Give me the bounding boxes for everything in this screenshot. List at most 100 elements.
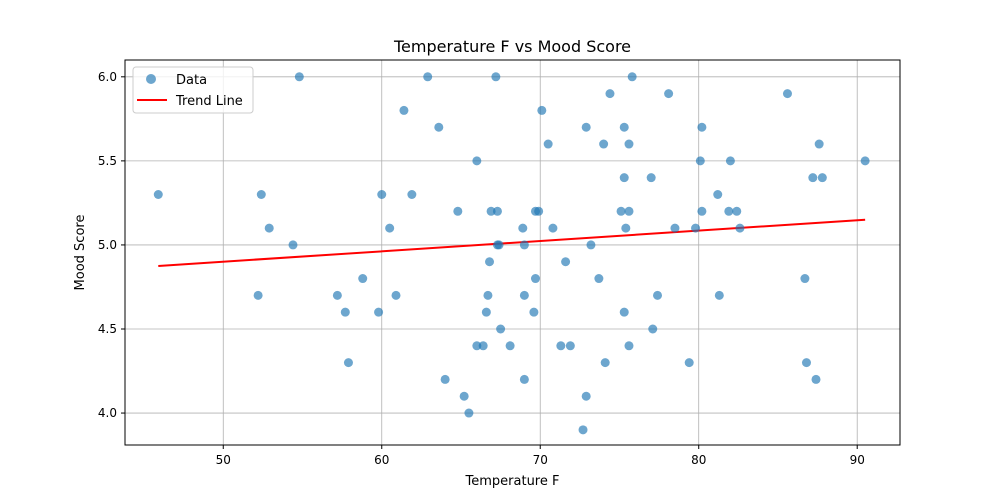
- data-point: [801, 358, 811, 368]
- data-point: [548, 223, 558, 233]
- data-point: [518, 223, 528, 233]
- data-point: [594, 274, 604, 284]
- data-point: [377, 189, 387, 199]
- data-point: [492, 206, 502, 216]
- data-point: [586, 240, 596, 250]
- data-point: [256, 189, 266, 199]
- legend-data-label: Data: [176, 73, 207, 88]
- data-point: [391, 290, 401, 300]
- data-point: [505, 341, 515, 351]
- data-point: [565, 341, 575, 351]
- data-point: [343, 358, 353, 368]
- data-point: [624, 341, 634, 351]
- data-point: [808, 173, 818, 183]
- data-point: [624, 139, 634, 149]
- data-point: [494, 240, 504, 250]
- data-point: [616, 206, 626, 216]
- data-point: [605, 89, 615, 99]
- data-point: [600, 358, 610, 368]
- data-point: [697, 122, 707, 132]
- data-point: [407, 189, 417, 199]
- data-point: [472, 156, 482, 166]
- x-tick-label: 70: [533, 453, 548, 467]
- data-point: [619, 307, 629, 317]
- data-point: [440, 374, 450, 384]
- data-point: [530, 274, 540, 284]
- data-point: [624, 206, 634, 216]
- y-tick-label: 4.5: [98, 322, 117, 336]
- y-tick-label: 4.0: [98, 406, 117, 420]
- data-point: [399, 105, 409, 115]
- data-point: [817, 173, 827, 183]
- data-point: [543, 139, 553, 149]
- data-point: [578, 425, 588, 435]
- data-point: [459, 391, 469, 401]
- data-point: [491, 72, 501, 82]
- legend-trend-label: Trend Line: [175, 94, 243, 109]
- data-point: [264, 223, 274, 233]
- data-point: [485, 257, 495, 267]
- data-point: [481, 307, 491, 317]
- data-point: [725, 156, 735, 166]
- data-point: [619, 122, 629, 132]
- x-tick-label: 90: [850, 453, 865, 467]
- data-point: [519, 240, 529, 250]
- data-point: [423, 72, 433, 82]
- plot-frame: [124, 59, 901, 446]
- data-point: [294, 72, 304, 82]
- data-point: [556, 341, 566, 351]
- data-point: [735, 223, 745, 233]
- data-point: [619, 173, 629, 183]
- chart-title: Temperature F vs Mood Score: [393, 37, 631, 56]
- data-point: [453, 206, 463, 216]
- data-point: [561, 257, 571, 267]
- data-point: [713, 189, 723, 199]
- data-point: [599, 139, 609, 149]
- axis-ticks: 50 60 70 80 90 4.0 4.5 5.0 5.5 6.0: [98, 70, 865, 467]
- data-point: [529, 307, 539, 317]
- data-point: [464, 408, 474, 418]
- data-point: [253, 290, 263, 300]
- data-point: [697, 206, 707, 216]
- data-point: [732, 206, 742, 216]
- x-tick-label: 80: [691, 453, 706, 467]
- data-point: [340, 307, 350, 317]
- legend-data-marker: [146, 74, 156, 84]
- data-point: [478, 341, 488, 351]
- data-point: [153, 189, 163, 199]
- data-point: [519, 290, 529, 300]
- data-point: [646, 173, 656, 183]
- data-point: [811, 374, 821, 384]
- data-point: [714, 290, 724, 300]
- data-point: [472, 341, 482, 351]
- data-point: [486, 206, 496, 216]
- data-point: [385, 223, 395, 233]
- legend-box: [132, 66, 254, 114]
- y-axis-label: Mood Score: [73, 215, 88, 291]
- trend-line-layer: [158, 218, 866, 267]
- data-point: [434, 122, 444, 132]
- x-tick-label: 60: [374, 453, 389, 467]
- data-point: [653, 290, 663, 300]
- data-point: [627, 72, 637, 82]
- y-tick-label: 5.0: [98, 238, 117, 252]
- data-point: [695, 156, 705, 166]
- data-point: [288, 240, 298, 250]
- x-tick-label: 50: [216, 453, 231, 467]
- data-point: [691, 223, 701, 233]
- data-point: [519, 374, 529, 384]
- data-point: [581, 391, 591, 401]
- y-tick-label: 5.5: [98, 154, 117, 168]
- data-point: [684, 358, 694, 368]
- data-point: [670, 223, 680, 233]
- data-point: [621, 223, 631, 233]
- data-point: [860, 156, 870, 166]
- y-tick-label: 6.0: [98, 70, 117, 84]
- data-point: [534, 206, 544, 216]
- data-points: [153, 72, 870, 435]
- grid: [125, 60, 900, 445]
- data-point: [358, 274, 368, 284]
- x-axis-label: Temperature F: [465, 474, 560, 489]
